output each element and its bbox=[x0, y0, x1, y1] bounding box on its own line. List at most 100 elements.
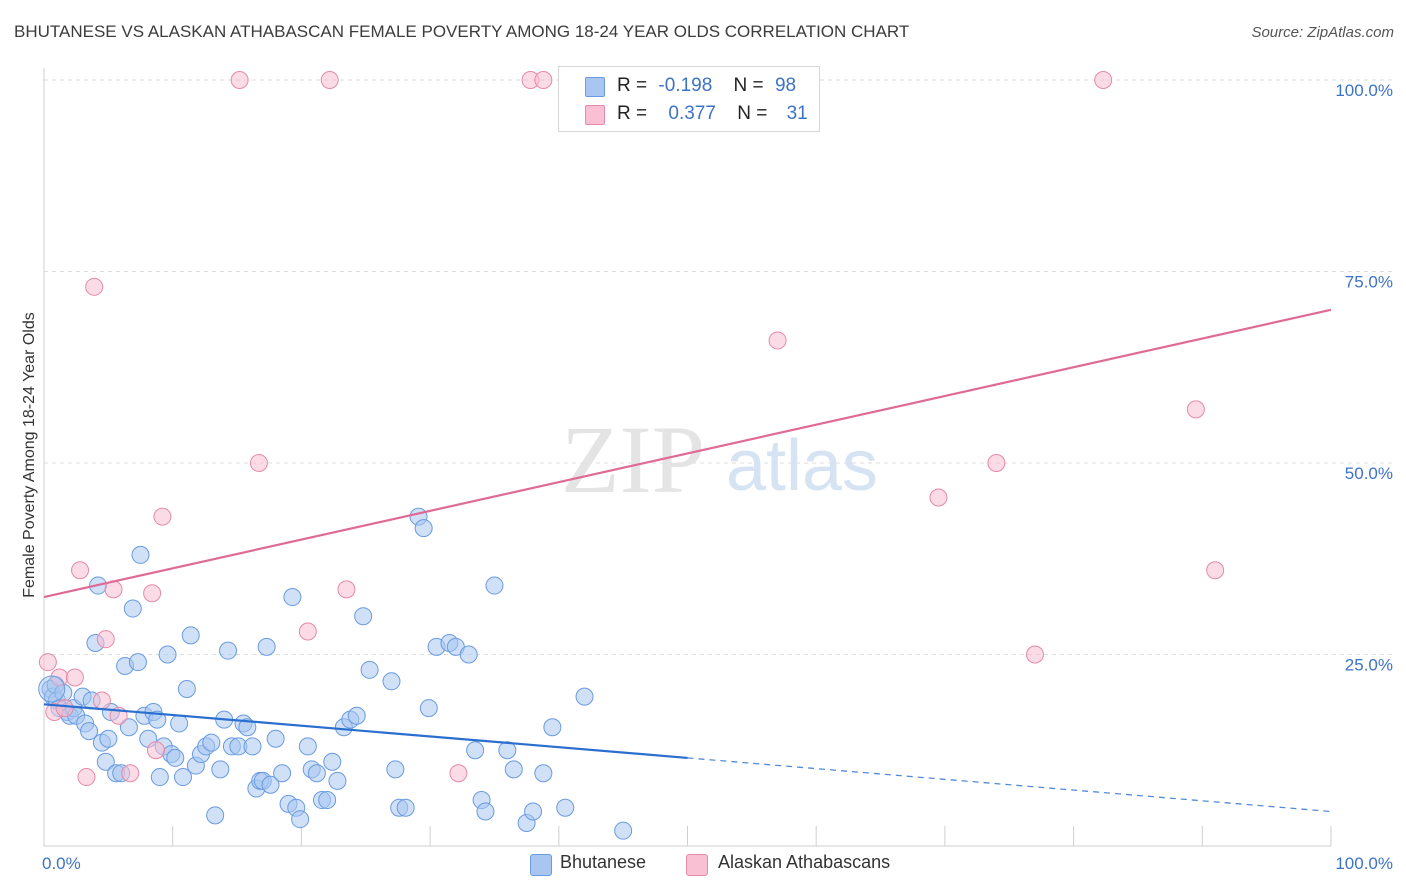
data-point bbox=[219, 641, 238, 660]
data-point bbox=[1094, 71, 1113, 89]
data-point bbox=[987, 454, 1006, 472]
data-point bbox=[337, 580, 356, 599]
data-point bbox=[143, 584, 162, 603]
y-tick-label: 25.0% bbox=[1345, 656, 1393, 675]
data-point bbox=[96, 752, 115, 771]
data-point bbox=[92, 691, 111, 710]
watermark: ZIP atlas bbox=[561, 406, 878, 513]
data-point bbox=[146, 741, 165, 760]
data-point bbox=[266, 729, 285, 748]
data-point bbox=[273, 764, 292, 783]
data-point bbox=[261, 775, 280, 794]
bottom-legend-alaskan: Alaskan Athabascans bbox=[718, 852, 891, 872]
data-point bbox=[128, 653, 147, 672]
data-point bbox=[38, 653, 57, 672]
data-point bbox=[243, 737, 262, 756]
legend-r-label: R = bbox=[617, 103, 648, 124]
data-point bbox=[291, 810, 310, 829]
data-point bbox=[85, 277, 104, 296]
y-tick-label: 100.0% bbox=[1335, 81, 1393, 100]
watermark-zip: ZIP bbox=[561, 406, 705, 513]
chart-title: BHUTANESE VS ALASKAN ATHABASCAN FEMALE P… bbox=[14, 22, 910, 41]
data-point bbox=[382, 672, 401, 691]
legend-swatch-alaskan bbox=[585, 105, 605, 125]
data-point bbox=[131, 545, 150, 564]
data-point bbox=[614, 821, 633, 840]
data-point bbox=[459, 645, 478, 664]
data-point bbox=[498, 741, 517, 760]
data-point bbox=[96, 630, 115, 649]
data-point bbox=[173, 768, 192, 787]
data-point bbox=[158, 645, 177, 664]
data-point bbox=[524, 802, 543, 821]
data-point bbox=[466, 741, 485, 760]
data-point bbox=[71, 561, 90, 580]
data-point bbox=[323, 752, 342, 771]
series-alaskan bbox=[38, 71, 1225, 787]
data-point bbox=[396, 798, 415, 817]
data-point bbox=[249, 454, 268, 472]
data-points bbox=[38, 71, 1225, 840]
data-point bbox=[121, 764, 140, 783]
data-point bbox=[1186, 400, 1205, 419]
data-point bbox=[119, 718, 138, 737]
data-point bbox=[347, 706, 366, 725]
data-point bbox=[360, 660, 379, 679]
data-point bbox=[504, 760, 523, 779]
data-point bbox=[230, 71, 249, 89]
data-point bbox=[485, 576, 504, 595]
watermark-atlas: atlas bbox=[726, 426, 878, 506]
data-point bbox=[534, 764, 553, 783]
legend-n-label: N = bbox=[733, 75, 764, 96]
data-point bbox=[307, 764, 326, 783]
data-point bbox=[257, 637, 276, 656]
legend-r-value: 0.377 bbox=[668, 103, 716, 124]
data-point bbox=[206, 806, 225, 825]
data-point bbox=[1206, 561, 1225, 580]
data-point bbox=[449, 764, 468, 783]
y-tick-label: 75.0% bbox=[1345, 273, 1393, 292]
data-point bbox=[211, 760, 230, 779]
data-point bbox=[543, 718, 562, 737]
y-tick-label: 50.0% bbox=[1345, 464, 1393, 483]
trend-line-alaskan bbox=[43, 308, 1332, 599]
data-point bbox=[386, 760, 405, 779]
data-point bbox=[65, 668, 84, 687]
data-point bbox=[283, 588, 302, 607]
series-bhutanese bbox=[41, 507, 633, 840]
data-point bbox=[328, 771, 347, 790]
bottom-legend-bhutanese: Bhutanese bbox=[560, 852, 647, 872]
data-point bbox=[150, 768, 169, 787]
legend-r-value: -0.198 bbox=[658, 75, 713, 96]
data-point bbox=[202, 733, 221, 752]
data-point bbox=[80, 722, 99, 741]
trend-lines bbox=[43, 308, 1332, 813]
data-point bbox=[99, 729, 118, 748]
data-point bbox=[476, 802, 495, 821]
data-point bbox=[148, 710, 167, 729]
x-tick-label: 100.0% bbox=[1335, 854, 1393, 873]
source-label: Source: ZipAtlas.com bbox=[1251, 24, 1394, 41]
data-point bbox=[414, 519, 433, 538]
x-tick-label: 0.0% bbox=[42, 854, 81, 873]
data-point bbox=[77, 768, 96, 787]
data-point bbox=[534, 71, 553, 89]
data-point bbox=[320, 71, 339, 89]
legend-r-label: R = bbox=[617, 75, 648, 96]
data-point bbox=[177, 679, 196, 698]
axes bbox=[43, 68, 1332, 847]
data-point bbox=[354, 607, 373, 626]
data-point bbox=[298, 622, 317, 641]
trend-line-bhutanese-extension bbox=[687, 757, 1332, 813]
legend-n-label: N = bbox=[737, 103, 768, 124]
data-point bbox=[55, 699, 74, 718]
bottom-legend-swatch-bhutanese bbox=[530, 854, 552, 876]
data-point bbox=[238, 718, 257, 737]
data-point bbox=[318, 791, 337, 810]
legend-row-bhutanese: R = -0.198 N = 98 bbox=[617, 75, 796, 99]
data-point bbox=[298, 737, 317, 756]
legend-n-value: 31 bbox=[786, 103, 808, 124]
data-point bbox=[419, 699, 438, 718]
data-point bbox=[768, 331, 787, 350]
